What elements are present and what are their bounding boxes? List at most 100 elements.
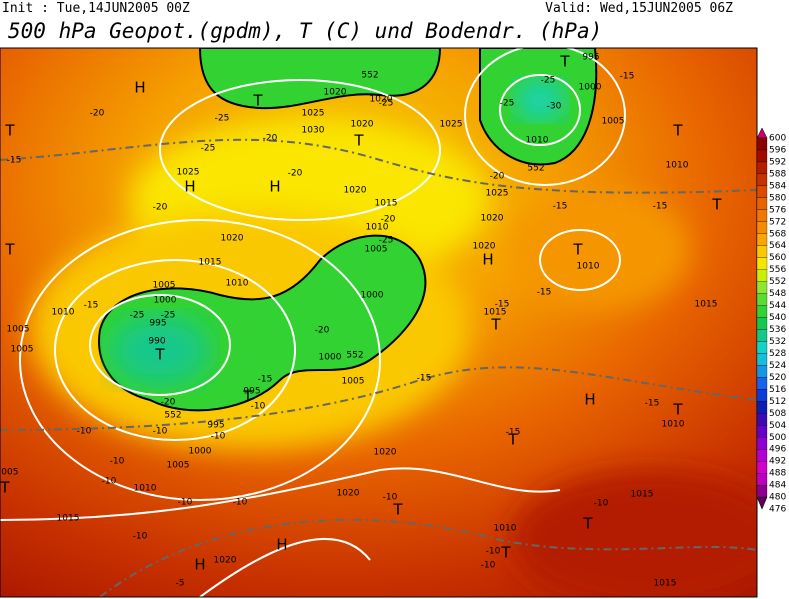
contour-label: -10: [153, 427, 168, 437]
contour-label: -15: [84, 301, 99, 311]
contour-label: -25: [379, 236, 394, 246]
pressure-center: T: [252, 92, 263, 110]
colorbar-bin: [756, 293, 768, 306]
colorbar-bin: [756, 365, 768, 378]
contour-label: 1020: [351, 120, 374, 130]
contour-label: 995: [149, 319, 166, 329]
colorbar-bin: [756, 341, 768, 354]
pressure-center: T: [711, 196, 722, 214]
pressure-center: T: [4, 241, 15, 259]
contour-label: 1010: [366, 223, 389, 233]
pressure-center: T: [672, 122, 683, 140]
contour-label: 1015: [375, 199, 398, 209]
colorbar-bin: [756, 185, 768, 199]
colorbar-label: 508: [769, 409, 786, 419]
colorbar-label: 548: [769, 289, 786, 299]
contour-label: 1015: [199, 258, 222, 268]
colorbar-bin: [756, 221, 768, 234]
contour-label: -15: [495, 300, 510, 310]
contour-label: 1010: [666, 161, 689, 171]
pressure-center: H: [134, 79, 145, 97]
contour-label: 1005: [167, 461, 190, 471]
colorbar-cap: [756, 496, 768, 510]
contour-label: 1015: [484, 308, 507, 318]
contour-label: 995: [207, 421, 224, 431]
contour-label: 1005: [0, 468, 18, 478]
colorbar-label: 532: [769, 337, 786, 347]
contour-label: 1010: [134, 484, 157, 494]
pressure-center: T: [500, 544, 511, 562]
contour-label: -15: [620, 72, 635, 82]
contour-label: -20: [90, 109, 105, 119]
colorbar-label: 596: [769, 145, 786, 155]
contour-label: 1025: [302, 109, 325, 119]
colorbar-label: 540: [769, 313, 786, 323]
colorbar-cap: [756, 127, 768, 139]
colorbar-label: 568: [769, 229, 786, 239]
contour-label: -20: [315, 326, 330, 336]
contour-label: 1010: [226, 279, 249, 289]
colorbar-label: 500: [769, 433, 786, 443]
contour-label: 1030: [302, 126, 325, 136]
contour-label: -20: [490, 172, 505, 182]
contour-label: 1020: [337, 489, 360, 499]
contour-label: -15: [653, 202, 668, 212]
contour-label: 1000: [319, 353, 342, 363]
contour-label: -15: [645, 399, 660, 409]
pressure-center: T: [0, 479, 10, 497]
pressure-center: T: [507, 431, 518, 449]
colorbar-bin: [756, 413, 768, 426]
colorbar-label: 512: [769, 397, 786, 407]
contour-label: -20: [153, 203, 168, 213]
colorbar-label: 496: [769, 445, 786, 455]
contour-label: 1005: [153, 281, 176, 291]
pressure-center: T: [242, 388, 253, 406]
colorbar-label: 528: [769, 349, 786, 359]
colorbar-label: 488: [769, 469, 786, 479]
contour-label: 552: [346, 351, 363, 361]
contour-label: 1020: [214, 556, 237, 566]
contour-label: -10: [110, 457, 125, 467]
contour-label: -10: [133, 532, 148, 542]
contour-label: 1020: [374, 448, 397, 458]
colorbar-bin: [756, 377, 768, 390]
pressure-center: T: [672, 401, 683, 419]
colorbar-bin: [756, 425, 768, 438]
colorbar-bin: [756, 461, 768, 474]
contour-label: 1020: [344, 186, 367, 196]
colorbar-bin: [756, 245, 768, 258]
contour-label: -20: [263, 134, 278, 144]
contour-label: 1020: [481, 214, 504, 224]
colorbar-label: 584: [769, 181, 786, 191]
pressure-center: T: [154, 346, 165, 364]
pressure-center: T: [572, 241, 583, 259]
pressure-center: H: [482, 251, 493, 269]
colorbar-bin: [756, 305, 768, 318]
colorbar-bin: [756, 209, 768, 222]
map-labels: H T H H T T T T T T H T T T H T T T T T H H T T 1020 1020 1025 1030…: [0, 53, 722, 589]
colorbar-label: 524: [769, 361, 786, 371]
contour-label: 995: [243, 387, 260, 397]
pressure-center: H: [276, 536, 287, 554]
colorbar-label: 484: [769, 481, 786, 491]
pressure-center: T: [353, 132, 364, 150]
colorbar-bin: [756, 329, 768, 342]
colorbar-label: 580: [769, 193, 786, 203]
colorbar-bin: [756, 449, 768, 462]
pressure-center: T: [392, 501, 403, 519]
colorbar-label: 556: [769, 265, 786, 275]
colorbar-label: 588: [769, 169, 786, 179]
contour-label: 1000: [579, 83, 602, 93]
colorbar-label: 576: [769, 205, 786, 215]
pressure-center: T: [4, 122, 15, 140]
contour-label: 552: [164, 411, 181, 421]
colorbar-label: 504: [769, 421, 786, 431]
contour-label: 1025: [177, 168, 200, 178]
colorbar-bin: [756, 484, 768, 498]
contour-label: -15: [258, 375, 273, 385]
pressure-center: H: [584, 391, 595, 409]
contour-label: -15: [7, 156, 22, 166]
contour-label: -25: [161, 311, 176, 321]
contour-label: 1005: [7, 325, 30, 335]
